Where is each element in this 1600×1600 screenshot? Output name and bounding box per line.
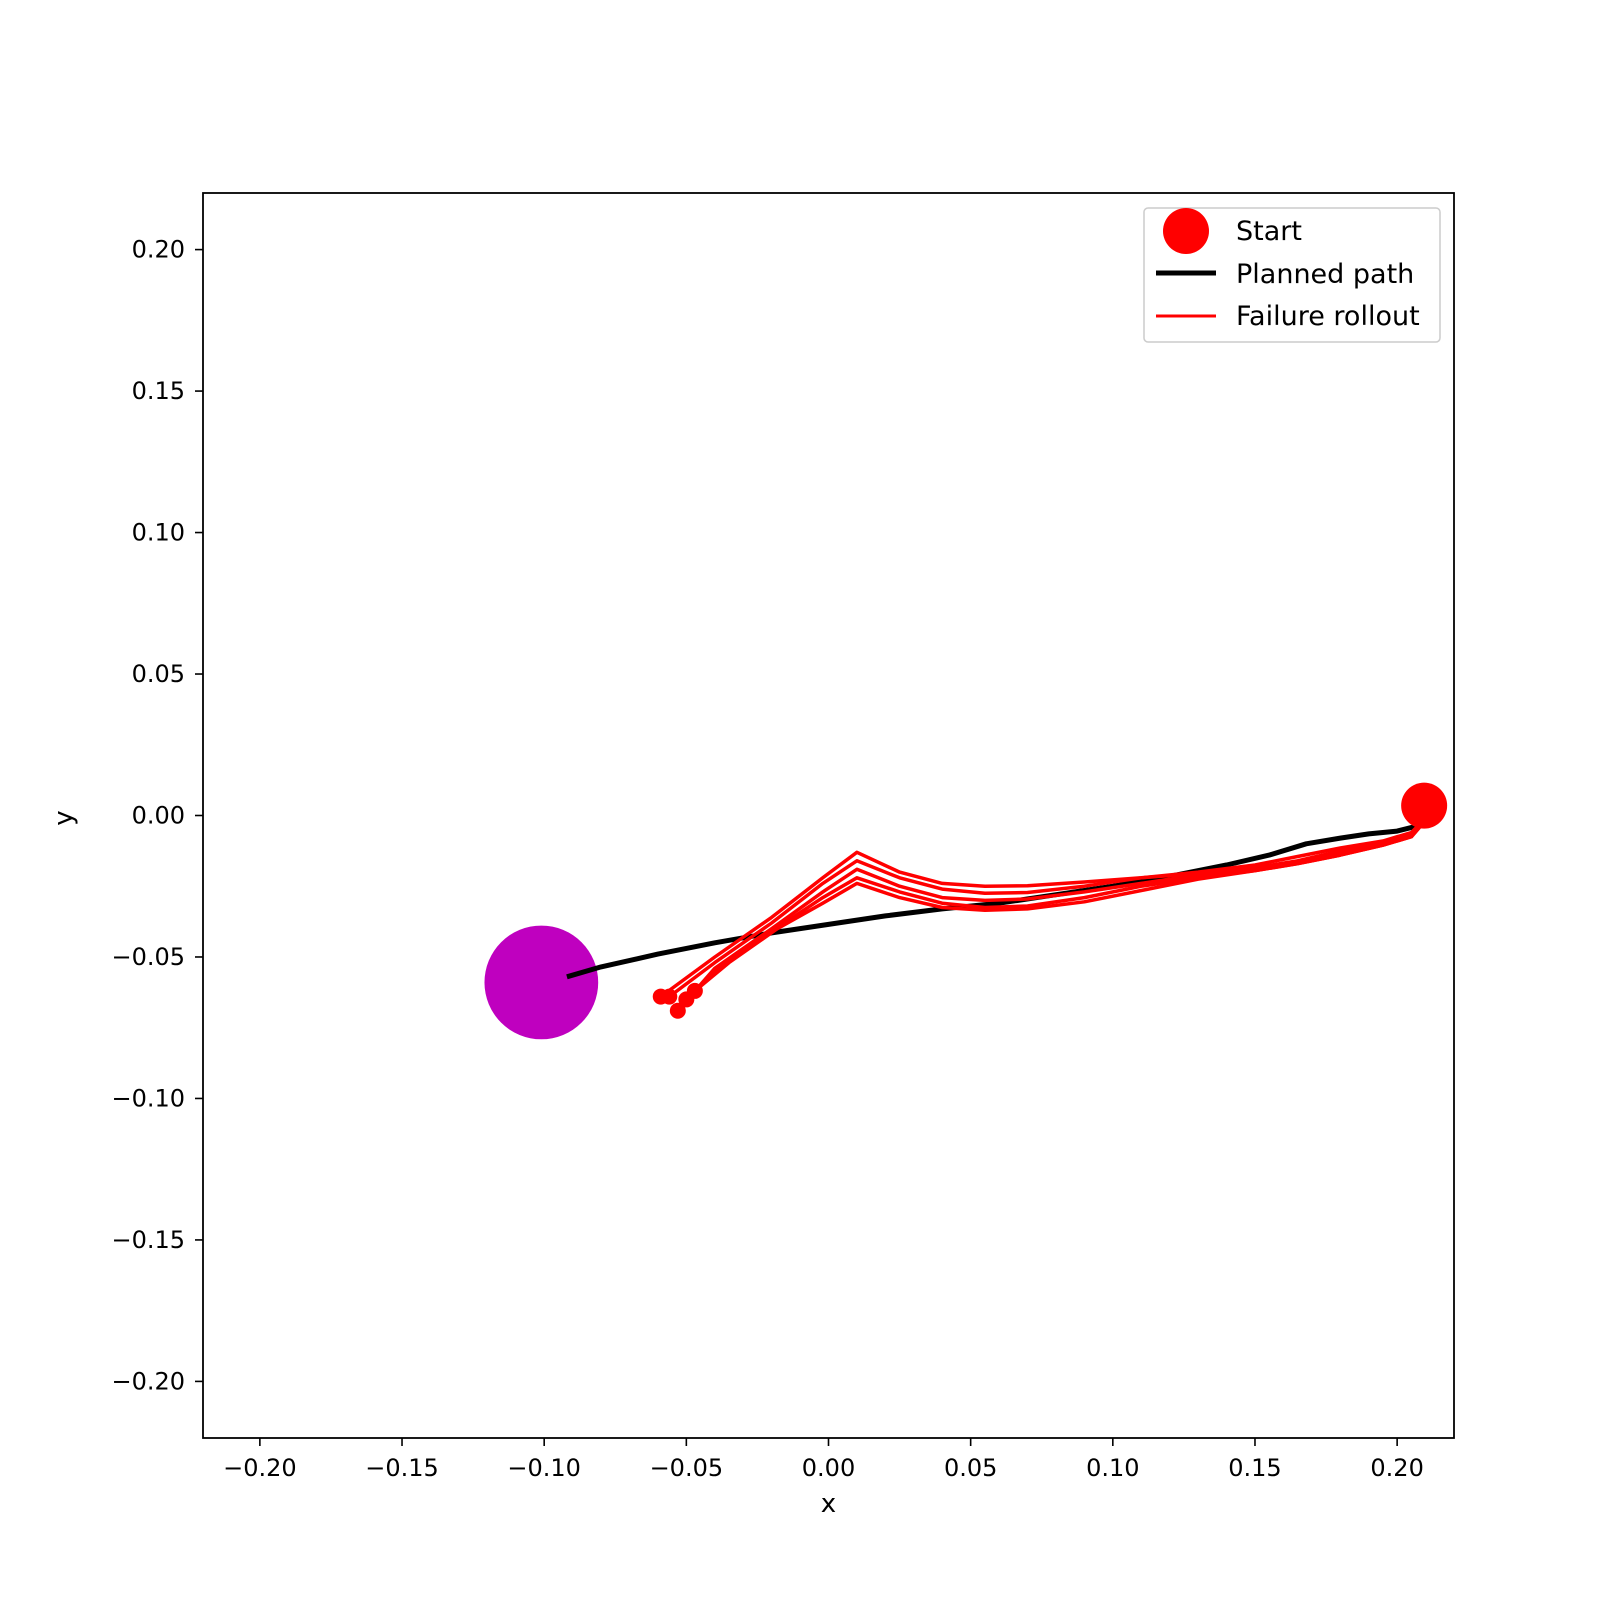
- y-tick-label-8: 0.20: [132, 236, 185, 264]
- x-axis-label: x: [821, 1489, 836, 1519]
- x-tick-label-1: −0.15: [365, 1454, 439, 1482]
- y-axis-label: y: [49, 810, 79, 825]
- legend-start-label: Start: [1236, 216, 1302, 247]
- x-tick-label-6: 0.10: [1086, 1454, 1139, 1482]
- x-tick-label-3: −0.05: [650, 1454, 724, 1482]
- failure-rollout-end-marker-2: [661, 988, 678, 1005]
- x-tick-label-7: 0.15: [1228, 1454, 1281, 1482]
- x-tick-label-8: 0.20: [1370, 1454, 1423, 1482]
- legend-failure-rollout-label: Failure rollout: [1236, 301, 1420, 332]
- x-tick-label-0: −0.20: [223, 1454, 297, 1482]
- start-marker: [1401, 782, 1448, 829]
- legend-planned-path-label: Planned path: [1236, 259, 1414, 290]
- y-tick-label-5: 0.05: [132, 660, 185, 688]
- failure-rollout-end-marker-5: [686, 982, 703, 999]
- y-tick-label-2: −0.10: [111, 1084, 185, 1112]
- axis-ticks: −0.20 −0.15 −0.10 −0.05 0.00 0.05 0.10 0.15 0.20…: [111, 236, 1423, 1482]
- x-tick-label-5: 0.05: [944, 1454, 997, 1482]
- legend-box: [1143, 207, 1441, 343]
- x-tick-label-2: −0.10: [507, 1454, 581, 1482]
- y-tick-label-0: −0.20: [111, 1367, 185, 1395]
- plot-area: [484, 782, 1448, 1040]
- failure-rollout-end-marker-3: [669, 1002, 686, 1019]
- legend: Start Planned path Failure rollout: [1143, 207, 1441, 343]
- y-tick-label-7: 0.15: [132, 377, 185, 405]
- y-tick-label-3: −0.05: [111, 943, 185, 971]
- y-tick-label-6: 0.10: [132, 519, 185, 547]
- plot-content: [484, 782, 1448, 1040]
- y-tick-label-1: −0.15: [111, 1226, 185, 1254]
- x-tick-label-4: 0.00: [802, 1454, 855, 1482]
- failure-rollout-line-5: [693, 804, 1425, 993]
- y-tick-label-4: 0.00: [132, 802, 185, 830]
- goal-circle: [484, 925, 599, 1040]
- legend-start-marker: [1163, 208, 1209, 254]
